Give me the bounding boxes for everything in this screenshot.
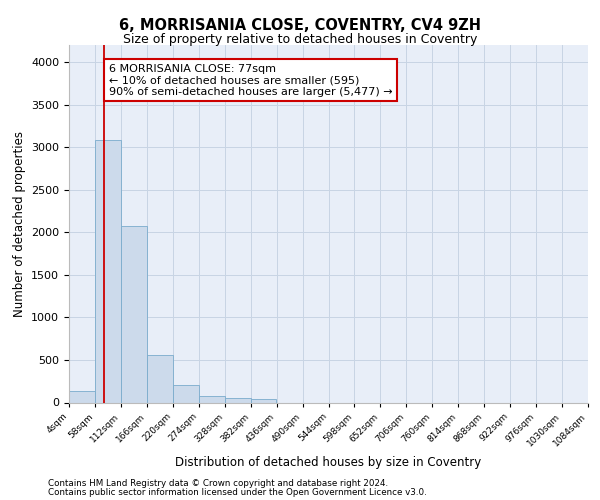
- Bar: [121, 226, 147, 402]
- Bar: [225, 398, 251, 402]
- X-axis label: Distribution of detached houses by size in Coventry: Distribution of detached houses by size …: [175, 456, 482, 469]
- Bar: [173, 386, 199, 402]
- Bar: [95, 140, 121, 402]
- Text: Size of property relative to detached houses in Coventry: Size of property relative to detached ho…: [123, 32, 477, 46]
- Text: Contains public sector information licensed under the Open Government Licence v3: Contains public sector information licen…: [48, 488, 427, 497]
- Y-axis label: Number of detached properties: Number of detached properties: [13, 130, 26, 317]
- Text: 6, MORRISANIA CLOSE, COVENTRY, CV4 9ZH: 6, MORRISANIA CLOSE, COVENTRY, CV4 9ZH: [119, 18, 481, 32]
- Bar: [251, 399, 277, 402]
- Bar: [147, 355, 173, 403]
- Bar: [199, 396, 224, 402]
- Bar: [69, 390, 95, 402]
- Text: Contains HM Land Registry data © Crown copyright and database right 2024.: Contains HM Land Registry data © Crown c…: [48, 479, 388, 488]
- Text: 6 MORRISANIA CLOSE: 77sqm
← 10% of detached houses are smaller (595)
90% of semi: 6 MORRISANIA CLOSE: 77sqm ← 10% of detac…: [109, 64, 392, 97]
